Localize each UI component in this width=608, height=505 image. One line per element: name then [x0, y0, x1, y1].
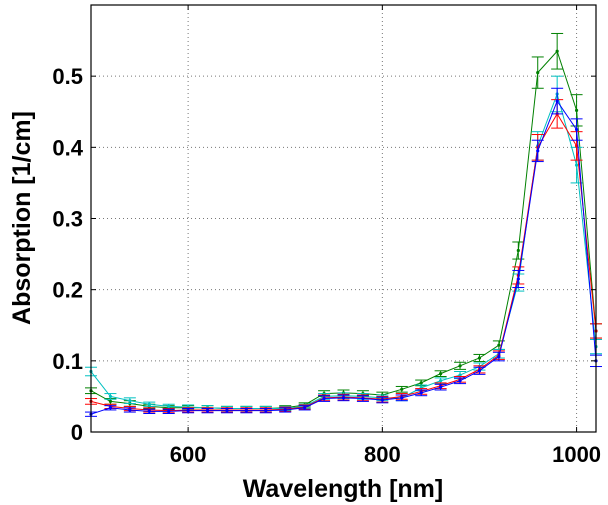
y-tick-label: 0.1 [52, 349, 83, 374]
data-point [458, 364, 462, 368]
data-point [400, 396, 404, 400]
data-point [361, 396, 365, 401]
data-point [108, 406, 113, 410]
data-point [555, 49, 559, 53]
y-tick-label: 0.3 [52, 207, 83, 232]
series-layer [85, 32, 602, 417]
data-point [574, 108, 579, 112]
data-point [439, 385, 443, 389]
data-point [167, 409, 171, 413]
series-4 [85, 87, 602, 417]
data-point [477, 356, 482, 360]
data-point [244, 409, 248, 413]
data-point [400, 387, 404, 391]
y-axis-label: Absorption [1/cm] [8, 111, 36, 325]
data-point [380, 398, 384, 402]
x-tick-label: 1000 [552, 442, 601, 467]
data-point [458, 379, 462, 383]
data-point [555, 99, 559, 103]
y-tick-label: 0 [71, 420, 83, 445]
data-point [108, 394, 113, 399]
data-point [128, 399, 132, 403]
data-point [108, 399, 113, 403]
data-point [497, 343, 501, 347]
data-point [205, 409, 210, 413]
data-point [574, 144, 579, 148]
data-point [283, 408, 287, 412]
axis-ticks: 600 800 1000 0 0.1 0.2 0.3 0.4 0.5 [52, 5, 601, 467]
data-point [574, 163, 579, 167]
data-point [516, 277, 520, 281]
x-tick-label: 600 [170, 442, 207, 467]
x-tick-label: 800 [364, 442, 401, 467]
data-point [458, 373, 462, 377]
y-tick-label: 0.5 [52, 64, 83, 89]
data-point [439, 379, 443, 383]
data-point [477, 369, 482, 373]
data-point [536, 71, 540, 75]
data-point [147, 402, 151, 406]
data-point [536, 149, 540, 153]
data-point [147, 409, 151, 413]
data-point [264, 409, 268, 413]
data-point [186, 409, 190, 413]
data-point [516, 248, 520, 253]
data-point [497, 354, 501, 359]
data-point [322, 396, 326, 401]
y-tick-label: 0.4 [52, 135, 83, 160]
data-point [128, 408, 132, 412]
x-axis-label: Wavelength [nm] [243, 475, 443, 503]
grid [91, 5, 596, 432]
data-point [167, 404, 171, 408]
y-tick-label: 0.2 [52, 278, 83, 303]
data-point [574, 127, 579, 132]
data-point [225, 409, 229, 413]
data-point [439, 372, 443, 376]
data-point [419, 381, 423, 385]
data-point [419, 391, 423, 395]
data-point [303, 406, 307, 410]
data-point [341, 396, 346, 400]
